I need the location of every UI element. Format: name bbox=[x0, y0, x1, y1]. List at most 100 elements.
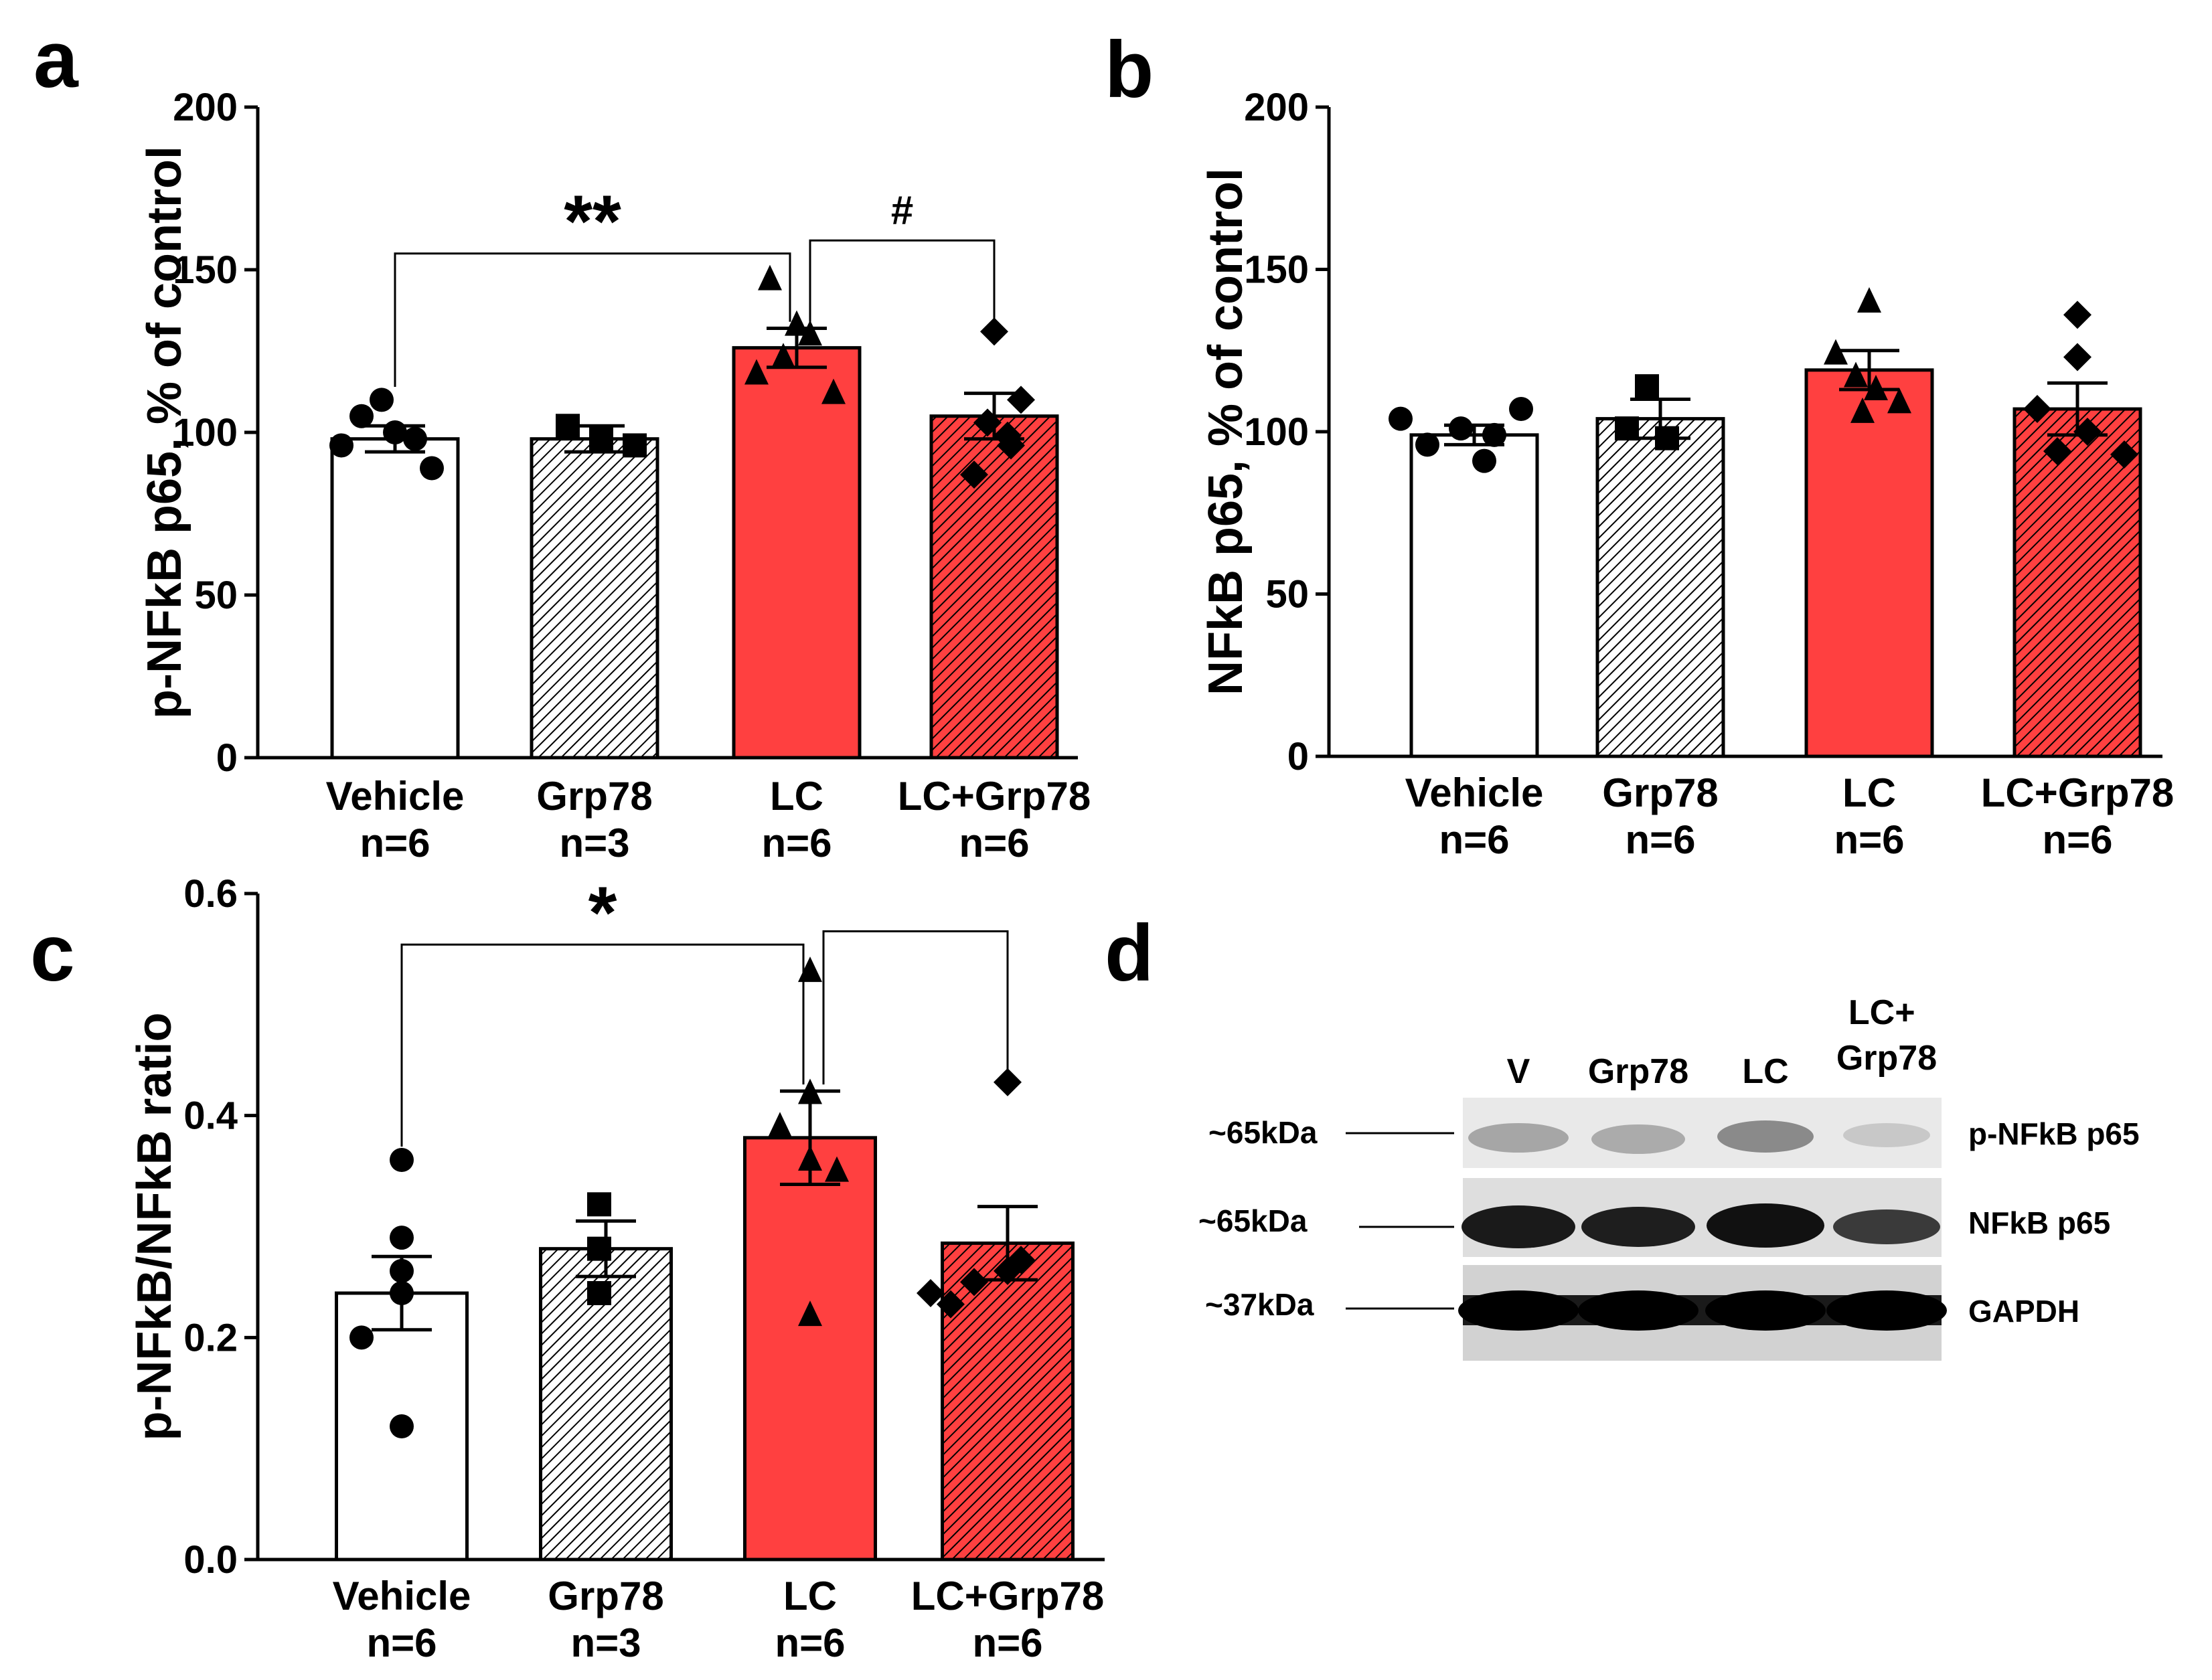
chart-c: 0.00.20.40.6p-NFkB/NFkB ratioVehiclen=6G… bbox=[128, 871, 1105, 1665]
band-name-nfkb: NFkB p65 bbox=[1968, 1205, 2110, 1240]
y-axis-label: p-NFkB/NFkB ratio bbox=[128, 1012, 181, 1440]
data-point-lc-grp78 bbox=[960, 1268, 988, 1296]
y-axis-label: NFkB p65, % of control bbox=[1199, 168, 1253, 695]
y-tick-label: 0.6 bbox=[183, 872, 238, 916]
data-point-vehicle bbox=[390, 1414, 414, 1438]
data-point-lc-grp78 bbox=[997, 431, 1025, 460]
blot-lane-v: V bbox=[1507, 1052, 1530, 1091]
data-point-vehicle bbox=[390, 1258, 414, 1283]
band-nfkb-lcg bbox=[1833, 1209, 1940, 1244]
n-label-lc-grp78: n=6 bbox=[2042, 817, 2112, 862]
y-tick-label: 0.2 bbox=[183, 1316, 238, 1359]
category-label-lc-grp78: LC+Grp78 bbox=[1981, 770, 2174, 815]
band-nfkb-v bbox=[1462, 1205, 1575, 1248]
category-label-vehicle: Vehicle bbox=[1405, 770, 1544, 815]
data-point-lc-grp78 bbox=[994, 1256, 1022, 1285]
y-tick-label: 0.4 bbox=[183, 1094, 238, 1138]
category-label-lc: LC bbox=[783, 1574, 837, 1618]
y-tick-label: 200 bbox=[173, 86, 238, 129]
bar-grp78 bbox=[530, 437, 659, 760]
category-label-grp78: Grp78 bbox=[536, 774, 652, 819]
category-label-vehicle: Vehicle bbox=[326, 774, 465, 819]
bar-grp78 bbox=[1595, 417, 1725, 758]
data-point-lc bbox=[1857, 287, 1881, 313]
n-label-lc-grp78: n=6 bbox=[959, 821, 1029, 865]
bar-lc bbox=[1804, 368, 1934, 758]
chart-a: 0 50 100 150 200 p-NFkB p65, % of control Vehi… bbox=[138, 86, 1091, 865]
band-name-gapdh: GAPDH bbox=[1968, 1294, 2079, 1329]
significance-label: ** bbox=[564, 181, 621, 263]
data-point-lc-grp78 bbox=[2110, 440, 2138, 469]
n-label-lc-grp78: n=6 bbox=[972, 1620, 1042, 1665]
data-point-lc-grp78 bbox=[1007, 386, 1035, 414]
band-nfkb-grp78 bbox=[1581, 1207, 1695, 1247]
n-label-grp78: n=3 bbox=[559, 821, 629, 865]
data-point-lc bbox=[744, 359, 769, 385]
data-point-lc-grp78 bbox=[937, 1290, 965, 1319]
data-point-lc-grp78 bbox=[960, 460, 988, 489]
data-point-lc-grp78 bbox=[917, 1279, 945, 1307]
n-label-vehicle: n=6 bbox=[366, 1620, 437, 1665]
data-point-vehicle bbox=[1389, 406, 1413, 431]
category-label-grp78: Grp78 bbox=[1602, 770, 1718, 815]
bar-lc-grp78 bbox=[929, 414, 1059, 760]
data-point-vehicle bbox=[1509, 397, 1533, 422]
band-nfkb-lc bbox=[1707, 1203, 1824, 1248]
y-tick-label: 100 bbox=[173, 411, 238, 454]
data-point-vehicle bbox=[390, 1281, 414, 1305]
bar-vehicle bbox=[330, 437, 460, 760]
significance-bracket bbox=[394, 252, 791, 387]
data-point-lc-grp78 bbox=[2063, 343, 2091, 371]
data-point-vehicle bbox=[403, 426, 427, 451]
data-point-lc-grp78 bbox=[2023, 395, 2051, 424]
data-point-lc bbox=[768, 1112, 792, 1138]
data-point-grp78 bbox=[1635, 374, 1659, 399]
band-gapdh-v bbox=[1458, 1290, 1579, 1331]
bar-lc bbox=[732, 346, 862, 760]
western-blot: V Grp78 LC LC+ Grp78 ~65kDa ~65kDa ~37 bbox=[1198, 993, 2140, 1361]
data-point-lc bbox=[771, 343, 795, 369]
data-point-vehicle bbox=[370, 388, 394, 412]
data-point-lc-grp78 bbox=[973, 408, 1002, 437]
data-point-lc bbox=[1887, 388, 1911, 414]
y-tick-label: 0 bbox=[216, 736, 238, 780]
data-point-lc bbox=[1844, 361, 1868, 388]
y-axis-label: p-NFkB p65, % of control bbox=[138, 146, 191, 719]
blot-lane-grp78: Grp78 bbox=[1588, 1052, 1688, 1091]
data-point-vehicle bbox=[1415, 432, 1439, 457]
n-label-vehicle: n=6 bbox=[1439, 817, 1509, 862]
data-point-lc bbox=[798, 1078, 822, 1104]
y-tick-label: 100 bbox=[1244, 410, 1309, 454]
significance-bracket bbox=[809, 239, 996, 325]
y-tick-label: 150 bbox=[1244, 248, 1309, 292]
category-label-grp78: Grp78 bbox=[548, 1574, 663, 1618]
n-label-grp78: n=6 bbox=[1625, 817, 1695, 862]
y-tick-label: 0.0 bbox=[183, 1538, 238, 1582]
blot-lane-lc-grp78: LC+ Grp78 bbox=[1836, 993, 1937, 1078]
n-label-lc: n=6 bbox=[775, 1620, 845, 1665]
data-point-lc-grp78 bbox=[2073, 418, 2102, 446]
data-point-grp78 bbox=[587, 1192, 611, 1217]
data-point-lc bbox=[798, 1145, 822, 1171]
data-point-grp78 bbox=[1655, 426, 1679, 450]
data-point-vehicle bbox=[390, 1226, 414, 1250]
significance-bracket bbox=[822, 930, 1009, 1085]
data-point-lc-grp78 bbox=[994, 1068, 1022, 1096]
band-gapdh-lc bbox=[1705, 1290, 1826, 1331]
mw-label-1: ~65kDa bbox=[1208, 1115, 1318, 1150]
mw-label-3: ~37kDa bbox=[1205, 1287, 1314, 1322]
panel-label-d: d bbox=[1105, 908, 1154, 998]
category-label-lc: LC bbox=[770, 774, 823, 819]
panel-label-c: c bbox=[30, 908, 75, 998]
y-tick-label: 50 bbox=[194, 574, 238, 617]
data-point-lc bbox=[785, 310, 809, 336]
band-name-pnfkb: p-NFkB p65 bbox=[1968, 1116, 2140, 1151]
mw-label-2: ~65kDa bbox=[1198, 1203, 1308, 1238]
data-point-vehicle bbox=[1472, 448, 1496, 473]
panel-label-a: a bbox=[33, 15, 79, 104]
data-point-vehicle bbox=[349, 404, 374, 428]
data-point-grp78 bbox=[623, 433, 647, 458]
category-label-lc-grp78: LC+Grp78 bbox=[911, 1574, 1104, 1618]
n-label-lc: n=6 bbox=[1834, 817, 1904, 862]
